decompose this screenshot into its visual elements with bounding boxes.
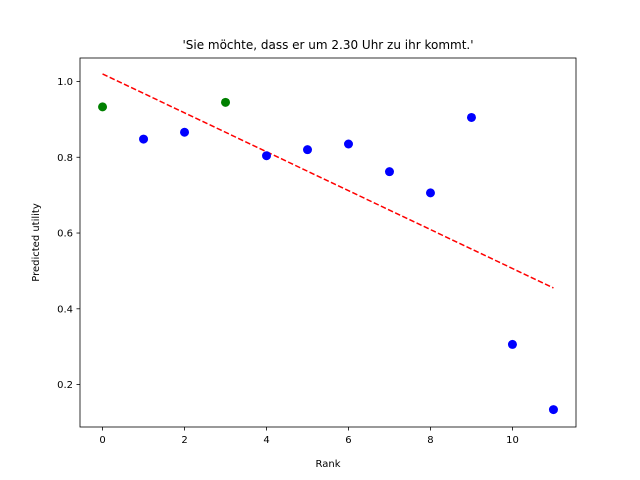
data-point xyxy=(221,97,231,107)
plot-area-frame xyxy=(79,57,577,428)
y-axis-ticks: 0.2 0.4 0.6 0.8 1.0 xyxy=(57,77,80,391)
x-tick-label: 0 xyxy=(99,435,105,446)
x-tick-label: 8 xyxy=(427,435,433,446)
scatter-points xyxy=(98,97,558,415)
data-point xyxy=(466,112,476,122)
y-axis-label: Predicted utility xyxy=(31,203,42,282)
data-point xyxy=(303,145,313,155)
y-tick-label: 1.0 xyxy=(57,77,73,88)
data-point xyxy=(343,139,353,149)
data-point xyxy=(98,102,108,112)
y-tick-label: 0.8 xyxy=(57,153,73,164)
data-point xyxy=(507,339,517,349)
data-point xyxy=(262,151,272,161)
trendline xyxy=(102,73,554,289)
x-axis-label: Rank xyxy=(316,459,341,470)
y-tick-label: 0.6 xyxy=(57,229,73,240)
x-axis-ticks: 0 2 4 6 8 10 xyxy=(99,427,519,446)
x-tick-label: 10 xyxy=(506,435,519,446)
x-tick-label: 4 xyxy=(263,435,269,446)
data-point xyxy=(180,127,190,137)
y-tick-label: 0.2 xyxy=(57,380,73,391)
trendline-group xyxy=(102,73,554,289)
data-point xyxy=(384,167,394,177)
data-point xyxy=(425,188,435,198)
y-tick-label: 0.4 xyxy=(57,304,73,315)
data-point xyxy=(139,134,149,144)
chart-title: 'Sie möchte, dass er um 2.30 Uhr zu ihr … xyxy=(182,38,473,52)
x-tick-label: 2 xyxy=(181,435,187,446)
data-point xyxy=(548,405,558,415)
x-tick-label: 6 xyxy=(345,435,351,446)
